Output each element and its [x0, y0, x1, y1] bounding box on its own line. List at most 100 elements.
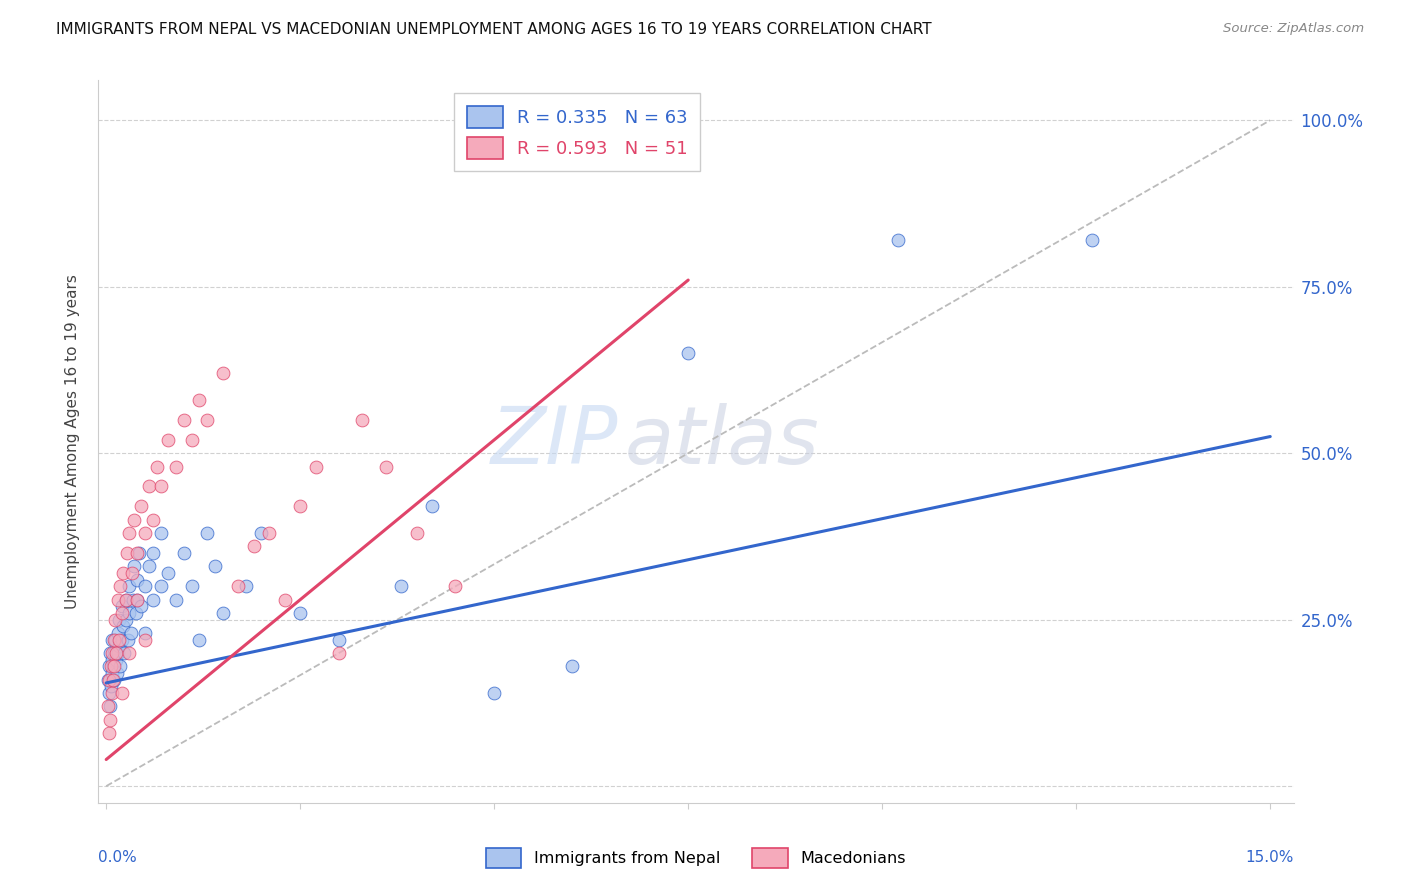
Point: [1080, 233, 1102, 247]
Point: [97, 673, 120, 687]
Text: Source: ZipAtlas.com: Source: ZipAtlas.com: [1223, 22, 1364, 36]
Point: [100, 679, 122, 693]
Point: [112, 619, 135, 633]
Point: [127, 592, 149, 607]
Point: [204, 559, 226, 574]
Point: [108, 579, 131, 593]
Point: [105, 646, 128, 660]
Point: [389, 579, 412, 593]
Point: [405, 526, 427, 541]
Point: [138, 479, 160, 493]
Point: [101, 665, 124, 680]
Point: [226, 579, 249, 593]
Point: [149, 579, 172, 593]
Point: [107, 640, 129, 654]
Point: [142, 592, 165, 607]
Point: [188, 392, 211, 407]
Point: [98, 646, 121, 660]
Point: [104, 613, 127, 627]
Point: [100, 652, 122, 666]
Point: [257, 526, 280, 541]
Point: [98, 659, 121, 673]
Point: [290, 500, 312, 514]
Point: [129, 500, 152, 514]
Point: [101, 646, 124, 660]
Point: [273, 592, 295, 607]
Point: [149, 479, 172, 493]
Point: [97, 699, 120, 714]
Point: [188, 632, 211, 647]
Point: [118, 579, 141, 593]
Point: [98, 713, 121, 727]
Point: [108, 659, 131, 673]
Point: [112, 646, 135, 660]
Point: [561, 659, 583, 673]
Point: [115, 546, 138, 560]
Point: [305, 459, 328, 474]
Point: [107, 626, 129, 640]
Point: [107, 592, 129, 607]
Point: [97, 726, 120, 740]
Point: [121, 566, 143, 580]
Point: [118, 606, 141, 620]
Point: [328, 646, 350, 660]
Point: [103, 646, 125, 660]
Point: [101, 659, 124, 673]
Point: [115, 592, 138, 607]
Point: [290, 606, 312, 620]
Point: [122, 559, 145, 574]
Point: [122, 513, 145, 527]
Point: [134, 632, 156, 647]
Point: [103, 659, 125, 673]
Point: [173, 413, 195, 427]
Point: [111, 632, 134, 647]
Point: [107, 632, 129, 647]
Point: [98, 673, 121, 687]
Point: [180, 433, 202, 447]
Point: [118, 526, 141, 541]
Point: [138, 559, 160, 574]
Point: [100, 686, 122, 700]
Point: [111, 686, 134, 700]
Point: [97, 686, 120, 700]
Point: [128, 546, 150, 560]
Point: [157, 566, 180, 580]
Point: [165, 592, 187, 607]
Y-axis label: Unemployment Among Ages 16 to 19 years: Unemployment Among Ages 16 to 19 years: [65, 274, 80, 609]
Point: [105, 652, 128, 666]
Text: 0.0%: 0.0%: [98, 850, 138, 864]
Point: [134, 579, 156, 593]
Point: [211, 366, 233, 380]
Point: [211, 606, 233, 620]
Point: [120, 626, 142, 640]
Point: [195, 413, 218, 427]
Point: [145, 459, 167, 474]
Point: [114, 592, 136, 607]
Point: [122, 592, 145, 607]
Point: [142, 546, 165, 560]
Point: [676, 346, 699, 360]
Point: [157, 433, 180, 447]
Point: [142, 513, 165, 527]
Point: [117, 632, 139, 647]
Point: [129, 599, 152, 614]
Point: [328, 632, 350, 647]
Point: [180, 579, 202, 593]
Point: [101, 632, 124, 647]
Point: [127, 592, 149, 607]
Text: atlas: atlas: [624, 402, 820, 481]
Point: [111, 599, 134, 614]
Point: [111, 606, 134, 620]
Point: [134, 626, 156, 640]
Point: [105, 665, 128, 680]
Point: [114, 613, 136, 627]
Point: [101, 673, 124, 687]
Point: [124, 606, 146, 620]
Point: [887, 233, 910, 247]
Point: [103, 632, 125, 647]
Point: [165, 459, 187, 474]
Legend: Immigrants from Nepal, Macedonians: Immigrants from Nepal, Macedonians: [479, 842, 912, 874]
Point: [134, 526, 156, 541]
Point: [420, 500, 443, 514]
Point: [352, 413, 374, 427]
